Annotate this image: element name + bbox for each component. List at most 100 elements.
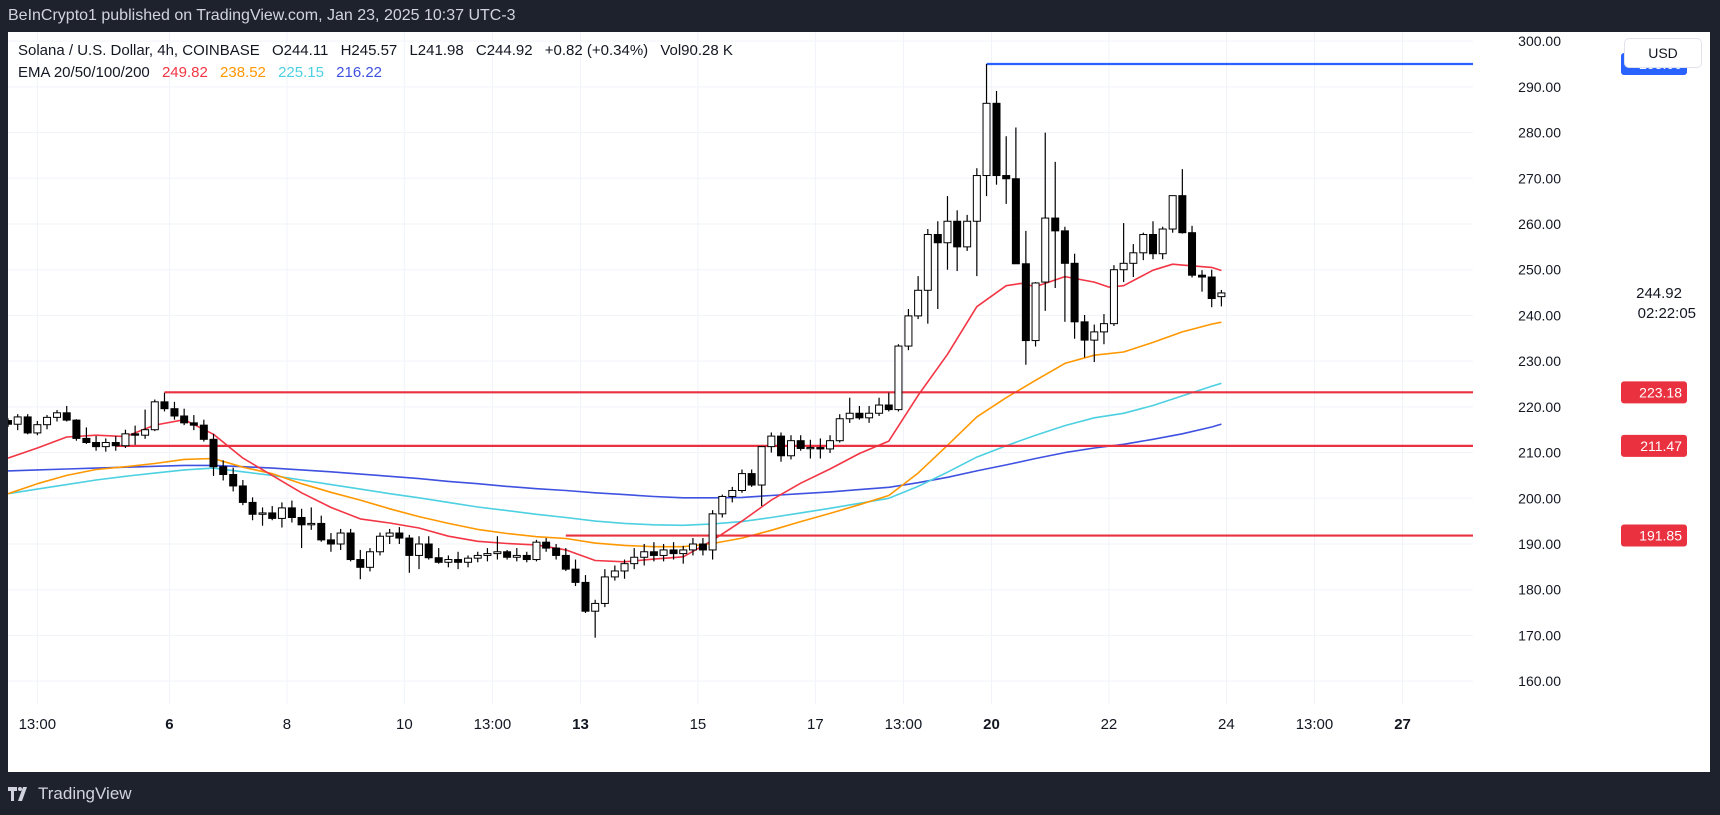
candle-up [141,429,150,436]
candle-up [972,175,981,222]
candle-down [1188,232,1197,276]
candle-up [150,401,159,431]
candle-down [287,507,296,518]
candle-down [855,412,864,419]
candle-down [405,537,414,556]
candle-down [62,412,71,421]
candle-up [1168,195,1177,230]
candle-up [532,541,541,561]
candle-down [8,420,12,425]
candle-up [33,424,42,434]
candle-up [630,556,639,565]
candle-up [894,345,903,411]
candle-up [1119,262,1128,271]
candle-down [238,485,247,503]
candle-down [23,416,32,434]
candle-up [640,551,649,558]
candle-up [1217,292,1226,298]
candle-down [561,554,570,570]
price-chart[interactable]: 160.00 170.00 180.00 190.00 200.00 210.00 220.… [8,32,1710,772]
candle-up [444,559,453,563]
candle-down [884,404,893,411]
change-value: +0.82 (+0.34%) [544,42,649,59]
candle-down [1070,262,1079,323]
candle-up [277,507,286,519]
price-tick-label: 280.00 [1518,125,1561,141]
time-tick-label: 13:00 [885,716,923,733]
time-tick-label: 13:00 [19,716,57,733]
tradingview-logo[interactable]: TradingView [8,784,132,804]
last-price-text: 244.92 [1636,285,1682,302]
symbol-title[interactable]: Solana / U.S. Dollar, 4h, COINBASE [18,42,260,59]
ema50-value: 238.52 [220,64,266,81]
time-tick-label: 17 [807,716,824,733]
candle-up [914,289,923,317]
price-tick-label: 300.00 [1518,33,1561,49]
candle-down [160,401,169,410]
candle-up [688,543,697,551]
candle-down [219,466,228,476]
currency-button[interactable]: USD [1624,38,1702,68]
candle-up [600,576,609,604]
candle-up [786,440,795,457]
candle-down [649,551,658,556]
price-tick-label: 230.00 [1518,353,1561,369]
candle-up [464,557,473,563]
candle-down [199,424,208,440]
candle-down [248,501,257,515]
price-axis[interactable]: 160.00 170.00 180.00 190.00 200.00 210.00 220.… [1518,33,1561,689]
time-tick-label: 24 [1218,716,1235,733]
ema100-value: 225.15 [278,64,324,81]
price-tick-label: 190.00 [1518,536,1561,552]
candle-up [385,532,394,537]
candle-down [317,522,326,541]
horizontal-levels[interactable] [115,62,1473,537]
ema-label[interactable]: EMA 20/50/100/200 [18,64,150,81]
candle-down [209,438,218,468]
candle-up [923,234,932,291]
candle-up [493,551,502,555]
candle-down [189,422,198,426]
chart-frame[interactable]: 160.00 170.00 180.00 190.00 200.00 210.00 220.… [8,32,1710,772]
candle-up [258,512,267,515]
price-tick-label: 250.00 [1518,262,1561,278]
candle-down [180,415,189,424]
candle-down [571,568,580,583]
time-tick-label: 13:00 [1296,716,1334,733]
candle-up [121,433,130,447]
candle-up [767,435,776,448]
candle-up [336,532,345,545]
candle-up [1158,228,1167,255]
price-tag-223.18 [1621,381,1687,404]
candle-down [356,559,365,568]
candle-down [777,435,786,457]
candle-up [53,412,62,418]
candle-down [1198,274,1207,278]
candle-down [1011,178,1020,265]
candle-down [542,541,551,549]
candle-up [737,473,746,492]
candle-up [1139,234,1148,254]
ema20-value: 249.82 [161,64,208,81]
price-tag-211.47 [1621,434,1687,457]
time-axis[interactable]: 13:00 6 8 10 13:00 13 15 17 13:00 20 22 24 13:00 27 [19,716,1411,733]
price-tick-label: 170.00 [1518,627,1561,643]
candle-up [845,412,854,420]
candle-up [718,495,727,515]
candle-up [473,554,482,559]
candle-up [375,535,384,553]
publish-text: BeInCrypto1 published on TradingView.com… [8,7,516,24]
publish-bar: BeInCrypto1 published on TradingView.com… [0,0,1720,32]
candle-down [1148,234,1157,255]
candle-up [943,220,952,244]
price-tick-label: 290.00 [1518,79,1561,95]
bar-countdown-text: 02:22:05 [1638,305,1696,322]
tradingview-logo-text: TradingView [38,784,132,803]
price-tick-label: 240.00 [1518,307,1561,323]
tradingview-logo-icon [8,787,27,801]
candle-down [747,473,756,486]
candle-up [591,602,600,612]
candle-up [904,315,913,347]
candle-up [1031,282,1040,342]
